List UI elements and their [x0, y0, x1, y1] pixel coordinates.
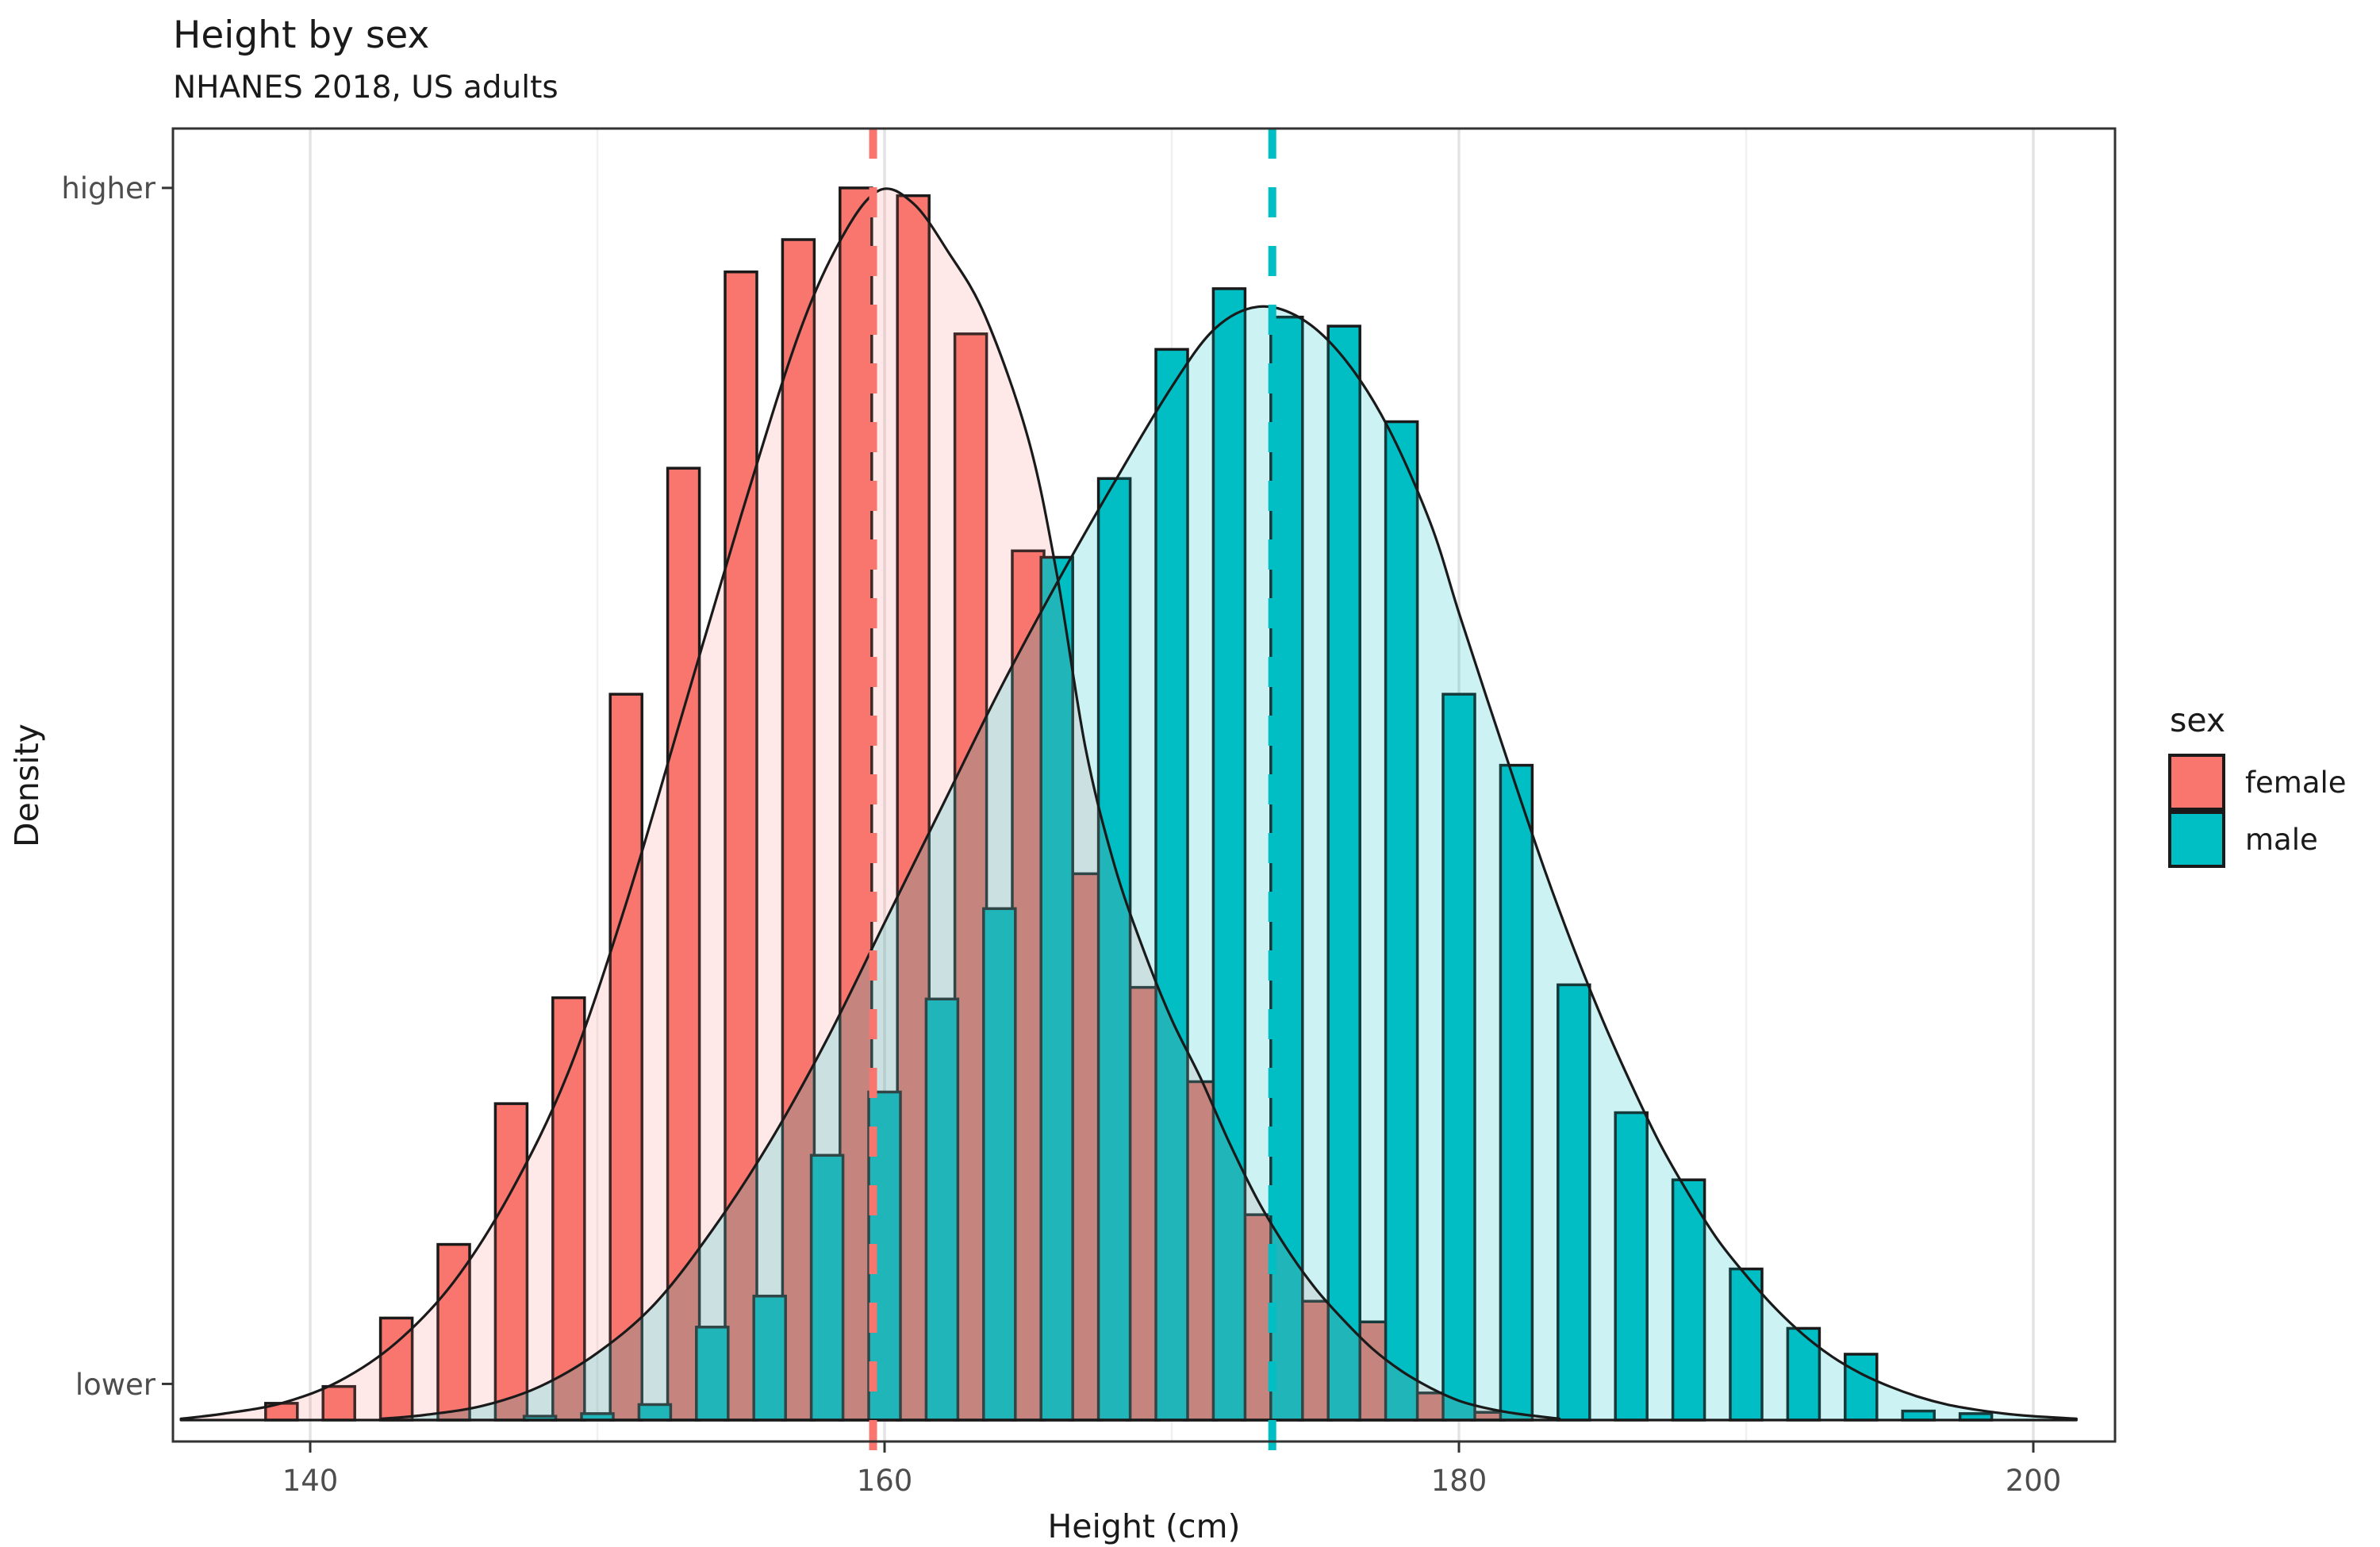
- bar-female-157: [781, 238, 816, 1422]
- legend: sex female male: [2168, 701, 2347, 868]
- bar-female-155: [724, 270, 758, 1422]
- chart-layer: 140 160 180 200: [162, 127, 2117, 1498]
- x-tick-label-140: 140: [282, 1464, 339, 1498]
- panel-border: [171, 127, 2117, 1443]
- legend-title: sex: [2170, 701, 2225, 739]
- bar-male-176: [1326, 324, 1361, 1422]
- x-tick-label-200: 200: [2006, 1464, 2062, 1498]
- chart-title: Height by sex: [173, 13, 429, 57]
- bar-female-153: [666, 466, 701, 1422]
- bar-female-161: [896, 194, 931, 1422]
- legend-label-male: male: [2245, 823, 2318, 857]
- bar-male-182: [1499, 763, 1534, 1422]
- density-area-male: [382, 306, 2077, 1421]
- bar-male-186: [1614, 1111, 1649, 1422]
- bar-male-156: [752, 1294, 787, 1422]
- bar-female-141: [321, 1384, 356, 1422]
- bar-male-172: [1211, 287, 1247, 1422]
- x-tick-label-180: 180: [1431, 1464, 1488, 1498]
- legend-swatch-female-icon: [2168, 754, 2225, 811]
- bar-male-178: [1384, 420, 1419, 1422]
- y-tick-label-lower: lower: [75, 1368, 156, 1402]
- bar-male-164: [982, 907, 1017, 1422]
- y-axis-title: Density: [8, 724, 46, 847]
- chart-subtitle: NHANES 2018, US adults: [173, 70, 559, 106]
- legend-label-female: female: [2245, 766, 2347, 800]
- bar-male-184: [1557, 983, 1591, 1422]
- bar-male-194: [1844, 1353, 1879, 1422]
- density-curve-male: [380, 305, 2078, 1422]
- bar-female-179: [1413, 1392, 1448, 1422]
- bar-male-158: [809, 1154, 845, 1422]
- x-axis-title: Height (cm): [1047, 1507, 1240, 1545]
- bar-female-171: [1183, 1080, 1218, 1422]
- y-tick-label-higher: higher: [61, 171, 155, 205]
- density-curve-female: [179, 187, 1561, 1422]
- legend-swatch-male-icon: [2168, 811, 2225, 868]
- bar-male-170: [1154, 347, 1189, 1422]
- x-tick-label-160: 160: [857, 1464, 913, 1498]
- bar-female-145: [436, 1242, 471, 1422]
